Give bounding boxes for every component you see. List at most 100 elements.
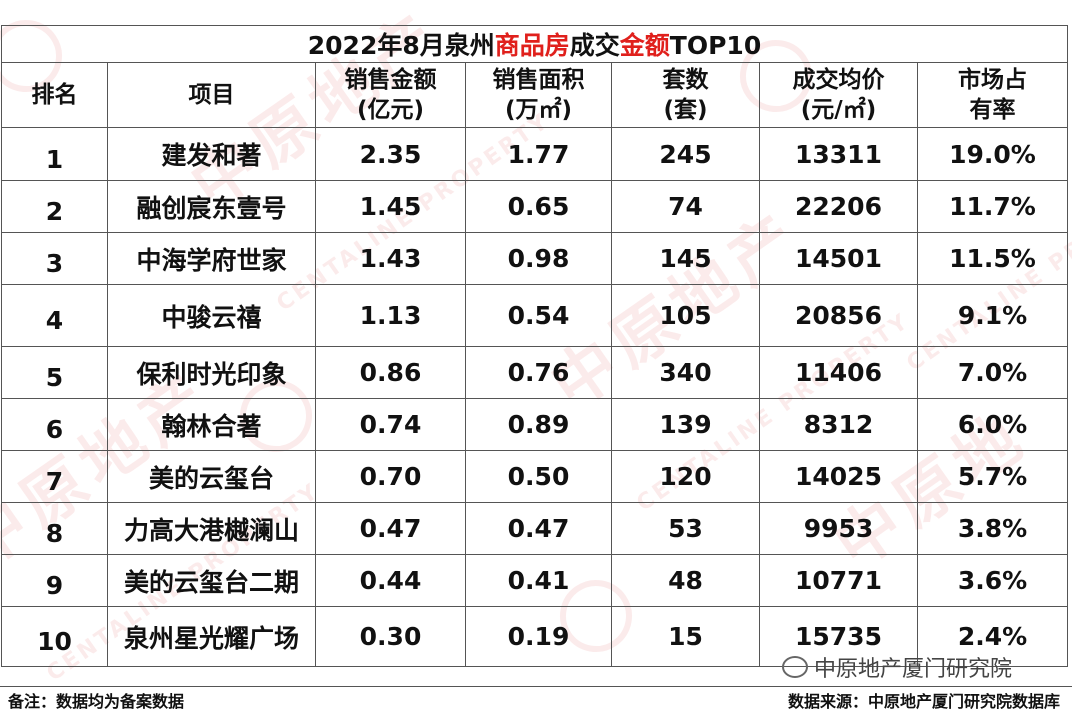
- cell-project: 美的云玺台二期: [107, 554, 316, 607]
- title-part-top: TOP10: [669, 31, 762, 60]
- footer-note: 备注：数据均为备案数据: [8, 692, 185, 711]
- title-part-deal: 成交: [569, 31, 620, 60]
- table-row: 10 泉州星光耀广场 0.30 0.19 15 15735 2.4%: [1, 606, 1068, 667]
- table-row: 4 中骏云禧 1.13 0.54 105 20856 9.1%: [1, 284, 1068, 347]
- cell-amount: 0.74: [315, 398, 466, 451]
- cell-project: 泉州星光耀广场: [107, 606, 316, 667]
- title-part-amount: 金额: [619, 31, 670, 60]
- sales-ranking-table: 2022年8月泉州商品房成交金额TOP10 排名 项目 销售金额 (亿元) 销售面…: [1, 25, 1068, 667]
- cell-project: 融创宸东壹号: [107, 180, 316, 233]
- header-amount-unit: (亿元): [356, 97, 425, 123]
- cell-amount: 2.35: [315, 127, 466, 181]
- header-units-label: 套数: [662, 67, 709, 93]
- cell-project: 建发和著: [107, 127, 316, 181]
- brand-watermark: 中原地产厦门研究院: [782, 651, 1012, 683]
- cell-units: 74: [611, 180, 760, 233]
- header-units: 套数 (套): [611, 62, 760, 128]
- table-row: 5 保利时光印象 0.86 0.76 340 11406 7.0%: [1, 346, 1068, 399]
- cell-amount: 0.86: [315, 346, 466, 399]
- cell-units: 145: [611, 232, 760, 285]
- cell-price: 15735: [759, 606, 918, 667]
- cell-units: 245: [611, 127, 760, 181]
- cell-price: 11406: [759, 346, 918, 399]
- header-rank: 排名: [1, 62, 108, 128]
- header-share: 市场占 有率: [917, 62, 1068, 128]
- table-row: 7 美的云玺台 0.70 0.50 120 14025 5.7%: [1, 450, 1068, 503]
- header-area: 销售面积 (万㎡): [465, 62, 612, 128]
- cell-rank: 1: [1, 127, 108, 181]
- header-project: 项目: [107, 62, 316, 128]
- cell-project: 中骏云禧: [107, 284, 316, 347]
- table-row: 2 融创宸东壹号 1.45 0.65 74 22206 11.7%: [1, 180, 1068, 233]
- cell-rank: 4: [1, 284, 108, 347]
- cell-units: 120: [611, 450, 760, 503]
- cell-price: 13311: [759, 127, 918, 181]
- cell-price: 10771: [759, 554, 918, 607]
- header-amount: 销售金额 (亿元): [315, 62, 466, 128]
- cell-amount: 1.13: [315, 284, 466, 347]
- cell-units: 340: [611, 346, 760, 399]
- cell-rank: 9: [1, 554, 108, 607]
- footer-source: 数据来源：中原地产厦门研究院数据库: [787, 692, 1060, 711]
- brand-label: 中原地产厦门研究院: [814, 657, 1013, 682]
- table-title: 2022年8月泉州商品房成交金额TOP10: [1, 25, 1068, 63]
- table-row: 1 建发和著 2.35 1.77 245 13311 19.0%: [1, 127, 1068, 181]
- cell-rank: 6: [1, 398, 108, 451]
- cell-area: 0.89: [465, 398, 612, 451]
- cell-rank: 10: [1, 606, 108, 667]
- cell-amount: 1.45: [315, 180, 466, 233]
- cell-share: 7.0%: [917, 346, 1068, 399]
- cell-area: 0.19: [465, 606, 612, 667]
- title-part-category: 商品房: [494, 31, 570, 60]
- table-header-row: 排名 项目 销售金额 (亿元) 销售面积 (万㎡) 套数 (套) 成交均价 (元/㎡) …: [1, 62, 1068, 128]
- cell-units: 48: [611, 554, 760, 607]
- cell-share: 3.8%: [917, 502, 1068, 555]
- cell-units: 105: [611, 284, 760, 347]
- header-area-unit: (万㎡): [504, 97, 573, 123]
- header-rank-label: 排名: [31, 82, 78, 108]
- cell-units: 15: [611, 606, 760, 667]
- cell-price: 9953: [759, 502, 918, 555]
- table-row: 3 中海学府世家 1.43 0.98 145 14501 11.5%: [1, 232, 1068, 285]
- cell-project: 美的云玺台: [107, 450, 316, 503]
- header-amount-label: 销售金额: [344, 67, 437, 93]
- header-price: 成交均价 (元/㎡): [759, 62, 918, 128]
- header-project-label: 项目: [188, 82, 235, 108]
- cell-area: 0.65: [465, 180, 612, 233]
- cell-price: 14501: [759, 232, 918, 285]
- cell-area: 0.47: [465, 502, 612, 555]
- cell-area: 1.77: [465, 127, 612, 181]
- cell-share: 11.7%: [917, 180, 1068, 233]
- cell-amount: 0.70: [315, 450, 466, 503]
- cell-area: 0.54: [465, 284, 612, 347]
- cell-project: 中海学府世家: [107, 232, 316, 285]
- cell-share: 3.6%: [917, 554, 1068, 607]
- cell-share: 6.0%: [917, 398, 1068, 451]
- cell-area: 0.41: [465, 554, 612, 607]
- cell-price: 8312: [759, 398, 918, 451]
- cell-area: 0.50: [465, 450, 612, 503]
- cell-rank: 7: [1, 450, 108, 503]
- table-row: 9 美的云玺台二期 0.44 0.41 48 10771 3.6%: [1, 554, 1068, 607]
- table-title-row: 2022年8月泉州商品房成交金额TOP10: [1, 25, 1068, 63]
- cell-rank: 8: [1, 502, 108, 555]
- header-share-label: 市场占: [958, 67, 1027, 93]
- cell-amount: 1.43: [315, 232, 466, 285]
- cell-price: 22206: [759, 180, 918, 233]
- cell-price: 20856: [759, 284, 918, 347]
- cell-share: 11.5%: [917, 232, 1068, 285]
- header-units-unit: (套): [663, 97, 708, 123]
- cell-share: 9.1%: [917, 284, 1068, 347]
- cell-project: 翰林合著: [107, 398, 316, 451]
- header-area-label: 销售面积: [492, 67, 585, 93]
- cell-amount: 0.30: [315, 606, 466, 667]
- cell-units: 53: [611, 502, 760, 555]
- cell-units: 139: [611, 398, 760, 451]
- wechat-icon: [782, 656, 808, 678]
- cell-project: 保利时光印象: [107, 346, 316, 399]
- cell-rank: 3: [1, 232, 108, 285]
- cell-amount: 0.44: [315, 554, 466, 607]
- title-part-date-city: 2022年8月泉州: [307, 31, 495, 60]
- footer-bar: 备注：数据均为备案数据 数据来源：中原地产厦门研究院数据库: [0, 686, 1072, 711]
- cell-area: 0.76: [465, 346, 612, 399]
